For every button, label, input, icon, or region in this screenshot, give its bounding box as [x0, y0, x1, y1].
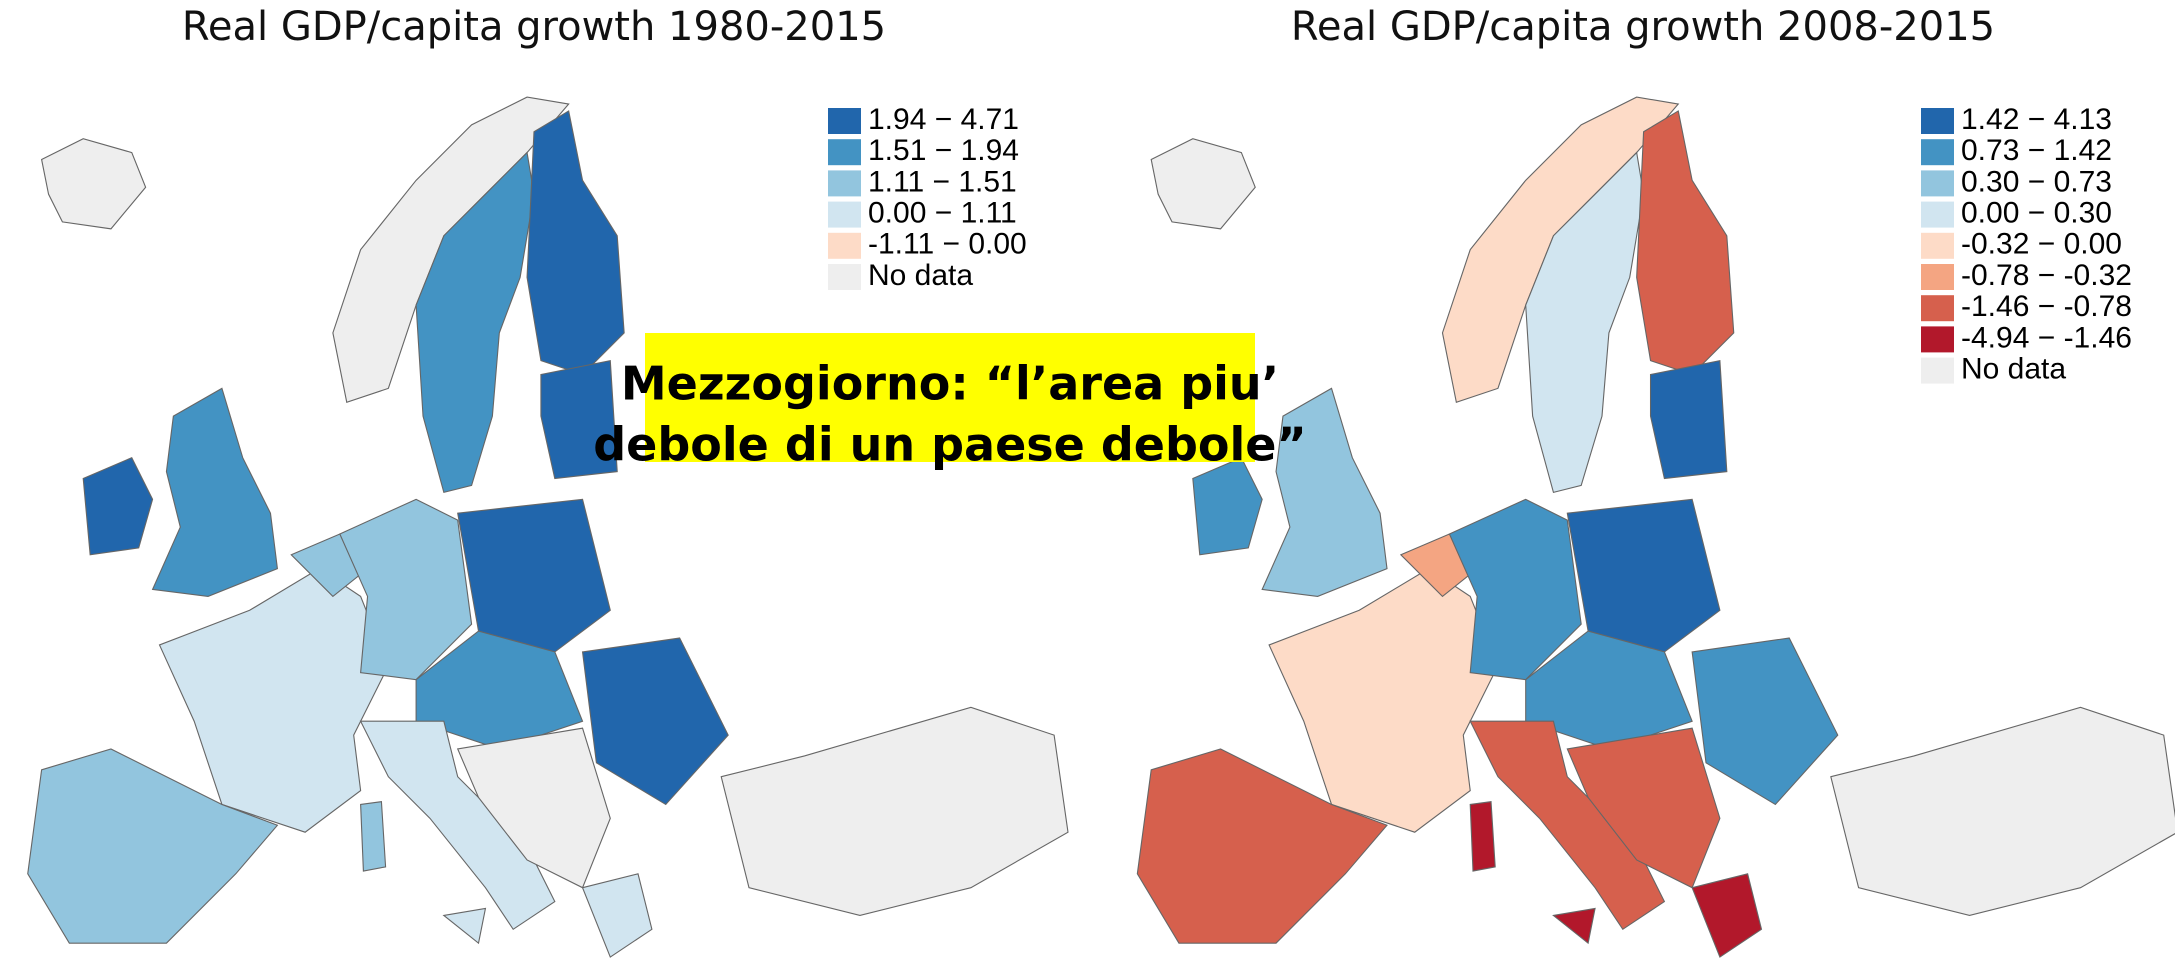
legend-label: 1.94 − 4.71 [868, 103, 1019, 136]
legend-swatch [828, 202, 861, 228]
legend-label: No data [1961, 353, 2066, 386]
legend-label: 0.00 − 1.11 [868, 197, 1017, 230]
callout-text: debole di un paese debole” [593, 418, 1306, 472]
legend-swatch [1921, 264, 1954, 290]
callout-text: Mezzogiorno: “l’area piu’ [621, 357, 1279, 411]
region [153, 388, 278, 596]
legend-swatch [1921, 326, 1954, 352]
legend-swatch [1921, 358, 1954, 384]
legend-swatch [1921, 139, 1954, 165]
region [1651, 361, 1727, 479]
legend-label: -4.94 − -1.46 [1961, 321, 2132, 354]
region [1470, 802, 1495, 871]
legend-swatch [828, 264, 861, 290]
region [1553, 908, 1595, 943]
legend-swatch [828, 233, 861, 259]
region [1151, 139, 1255, 229]
legend-label: 0.73 − 1.42 [1961, 134, 2112, 167]
legend-label: -0.78 − -0.32 [1961, 259, 2132, 292]
region [1692, 638, 1838, 804]
region [583, 874, 652, 957]
legend-swatch [1921, 202, 1954, 228]
legend-label: 0.00 − 0.30 [1961, 197, 2112, 230]
legend-swatch [1921, 295, 1954, 321]
region [458, 499, 611, 652]
region [1567, 499, 1720, 652]
region [42, 139, 146, 229]
legend-swatch [1921, 233, 1954, 259]
legend-label: -0.32 − 0.00 [1961, 228, 2122, 261]
legend-swatch [828, 139, 861, 165]
page: Real GDP/capita growth 1980-2015 Real GD… [0, 0, 2175, 971]
region [1831, 707, 2175, 915]
legend-label: 1.42 − 4.13 [1961, 103, 2112, 136]
legend-label: -1.46 − -0.78 [1961, 290, 2132, 323]
region [721, 707, 1068, 915]
legend-label: 0.30 − 0.73 [1961, 165, 2112, 198]
region [444, 908, 486, 943]
legend-swatch [1921, 108, 1954, 134]
legend-swatch [828, 170, 861, 196]
region [1637, 111, 1734, 375]
legend-label: 1.11 − 1.51 [868, 165, 1017, 198]
map-title: Real GDP/capita growth 1980-2015 [182, 4, 886, 50]
region [583, 638, 729, 804]
region [1692, 874, 1761, 957]
legend-swatch [828, 108, 861, 134]
legend-label: No data [868, 259, 973, 292]
legend-swatch [1921, 170, 1954, 196]
region [361, 802, 386, 871]
region [83, 458, 152, 555]
region [1193, 458, 1262, 555]
region [527, 111, 624, 375]
legend-label: 1.51 − 1.94 [868, 134, 1019, 167]
map-title: Real GDP/capita growth 2008-2015 [1291, 4, 1995, 50]
legend-label: -1.11 − 0.00 [868, 228, 1027, 261]
